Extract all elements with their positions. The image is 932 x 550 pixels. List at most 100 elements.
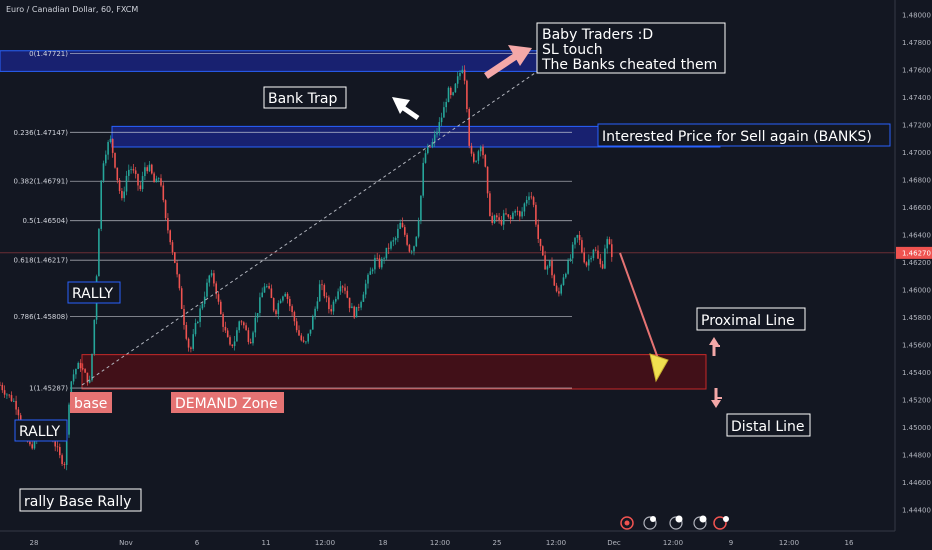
candle-body-111 (254, 317, 257, 333)
candle-body-218 (500, 219, 503, 225)
y-tick-10: 1.46000 (902, 287, 931, 295)
bank-trap-label: Bank Trap (268, 91, 337, 107)
candle-body-29 (65, 434, 68, 465)
candle-body-239 (548, 260, 551, 267)
candle-body-60 (137, 173, 139, 186)
candle-body-106 (243, 322, 245, 326)
y-tick-17: 1.44600 (902, 479, 931, 487)
candle-body-212 (486, 166, 489, 194)
candle-body-188 (431, 142, 434, 148)
candle-body-118 (270, 288, 273, 299)
candle-body-177 (406, 234, 408, 245)
fib-label-4: 0.618(1.46217) (14, 257, 69, 265)
proximal-line-note[interactable]: Proximal Line (696, 307, 806, 331)
candle-body-44 (100, 180, 102, 229)
candle-body-134 (307, 333, 309, 342)
interested-price-note[interactable]: Interested Price for Sell again (BANKS) (597, 123, 891, 147)
candle-body-250 (574, 237, 576, 245)
candle-body-170 (390, 241, 392, 249)
white-arrow-icon[interactable] (392, 97, 420, 121)
candle-body-55 (125, 175, 128, 192)
candle-body-120 (275, 310, 277, 315)
baby-traders-note[interactable]: Baby Traders :D SL touch The Banks cheat… (536, 22, 726, 74)
candle-body-135 (309, 329, 312, 334)
candle-body-58 (132, 169, 135, 171)
demand-zone[interactable] (81, 354, 707, 390)
projection-arrow-icon[interactable] (649, 353, 669, 383)
candle-body-197 (452, 92, 454, 96)
rally-base-rally-note[interactable]: rally Base Rally (19, 488, 142, 512)
candle-body-184 (422, 162, 424, 196)
candle-body-262 (601, 264, 604, 269)
bank-trap-note[interactable]: Bank Trap (263, 86, 347, 109)
base-note[interactable]: base (70, 392, 112, 413)
rally-upper-note[interactable]: RALLY (67, 281, 121, 304)
candle-body-5 (10, 395, 13, 402)
candle-body-241 (553, 275, 556, 286)
candle-body-171 (392, 240, 395, 242)
candle-body-195 (447, 87, 450, 103)
candle-body-256 (588, 259, 590, 266)
fire-icon[interactable] (643, 516, 657, 530)
candle-body-81 (185, 324, 188, 339)
y-tick-11: 1.45800 (902, 314, 931, 322)
distal-line-note[interactable]: Distal Line (726, 413, 811, 437)
candle-body-6 (13, 400, 15, 402)
candle-body-115 (263, 286, 266, 293)
candle-body-103 (236, 330, 238, 342)
candle-body-142 (325, 296, 328, 298)
pink-arrow-icon[interactable] (484, 45, 532, 79)
projection-line[interactable] (619, 252, 661, 365)
diagonal-trend-line[interactable] (81, 72, 536, 386)
candle-body-264 (606, 239, 608, 249)
rally-lower-note[interactable]: RALLY (14, 419, 68, 442)
candle-body-75 (171, 242, 174, 253)
candle-body-122 (279, 300, 282, 304)
rally-lower-label: RALLY (19, 424, 60, 440)
candle-body-28 (63, 463, 66, 465)
candle-body-146 (335, 298, 337, 302)
candle-body-67 (153, 173, 155, 183)
candle-body-154 (353, 306, 355, 318)
candle-body-8 (17, 409, 20, 416)
candle-body-167 (383, 258, 385, 260)
rally-upper-label: RALLY (72, 286, 113, 302)
news-icon[interactable] (669, 515, 683, 530)
candle-body-84 (192, 334, 194, 349)
y-tick-9: 1.46200 (902, 259, 931, 267)
candle-body-144 (330, 309, 332, 312)
candle-body-185 (424, 153, 427, 163)
candle-body-143 (328, 297, 330, 310)
candle-body-163 (374, 257, 376, 270)
replay-icon[interactable] (620, 516, 634, 530)
candle-body-266 (611, 244, 613, 257)
candle-body-54 (123, 191, 125, 199)
candle-body-187 (429, 146, 431, 148)
candle-body-166 (381, 258, 383, 268)
candle-body-9 (19, 415, 22, 422)
candle-body-85 (194, 323, 197, 335)
candle-body-246 (565, 273, 567, 278)
candle-body-148 (339, 286, 342, 292)
distal-arrow-icon[interactable] (711, 388, 722, 408)
candle-body-119 (272, 298, 275, 311)
proximal-arrow-icon[interactable] (709, 337, 720, 356)
candle-body-232 (532, 197, 535, 205)
candle-body-70 (160, 178, 162, 186)
bell-icon[interactable] (713, 516, 729, 530)
event-icons[interactable] (620, 515, 729, 530)
candle-body-64 (146, 167, 148, 172)
candle-body-123 (282, 296, 284, 301)
calendar-icon[interactable] (693, 515, 707, 530)
candle-body-45 (102, 163, 105, 181)
candle-body-37 (84, 369, 86, 373)
y-axis-panel[interactable] (895, 0, 932, 550)
candle-body-186 (427, 146, 429, 154)
candle-body-102 (233, 341, 236, 347)
candle-body-82 (187, 338, 190, 348)
interested-price-label: Interested Price for Sell again (BANKS) (602, 129, 872, 145)
demand-zone-note[interactable]: DEMAND Zone (171, 392, 284, 413)
candle-body-178 (408, 244, 411, 252)
